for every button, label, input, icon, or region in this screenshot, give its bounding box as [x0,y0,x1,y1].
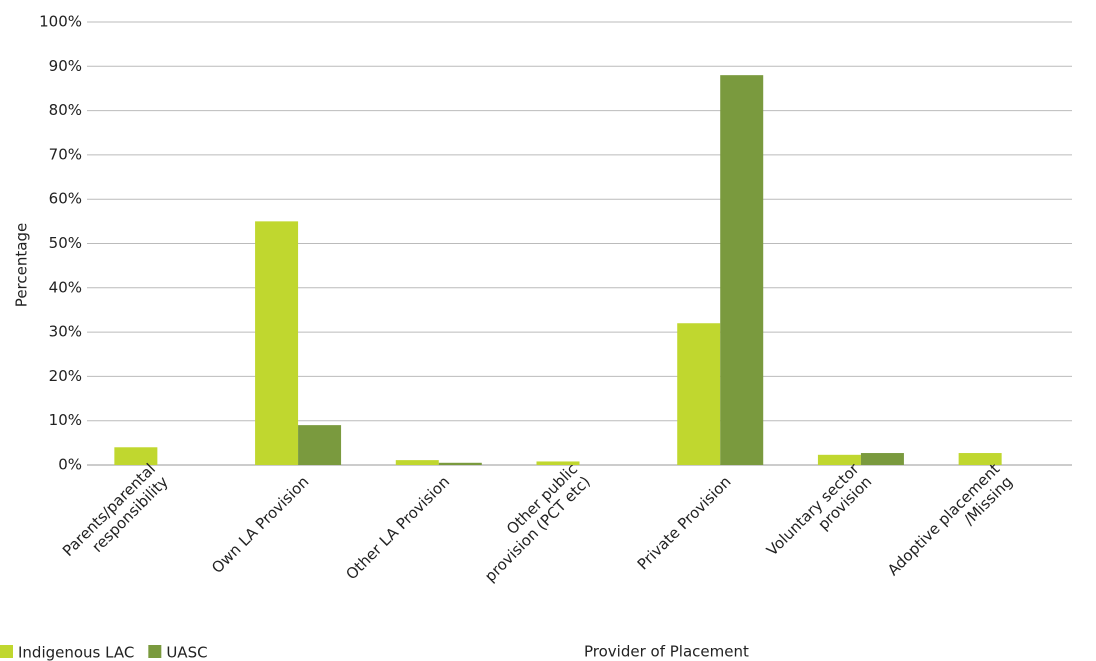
y-tick-label: 0% [58,456,82,474]
y-tick-label: 30% [49,323,82,341]
bar [114,447,158,465]
y-tick-label: 20% [49,367,82,385]
bar [536,461,580,465]
bar [438,462,482,465]
x-tick-label: Own LA Provision [208,472,312,576]
bar [677,323,721,465]
bar [860,453,904,465]
x-tick-label: Voluntary sectorprovision [763,459,876,572]
legend-swatch [0,645,13,658]
legend-swatch [148,645,162,658]
x-tick-label: Parents/parentalresponsibility [59,459,172,572]
y-tick-label: 80% [49,101,82,119]
y-tick-label: 90% [49,57,82,75]
bar [958,453,1002,465]
x-tick-label: Other LA Provision [342,472,453,583]
x-tick-label: Other publicprovision (PCT etc) [468,460,594,586]
y-axis-title: Percentage [13,223,31,307]
bar [817,454,861,465]
y-tick-label: 40% [49,278,82,296]
x-tick-label-line: Other LA Provision [342,472,453,583]
bar [255,221,299,465]
bar [395,460,439,465]
bar [298,425,342,465]
y-tick-label: 60% [49,190,82,208]
y-tick-label: 70% [49,145,82,163]
legend-label: Indigenous LAC [18,644,134,661]
bar [720,75,764,465]
x-tick-label: Private Provision [633,472,734,573]
x-tick-label: Adoptive placement/Missing [884,459,1016,591]
x-axis-title: Provider of Placement [584,643,749,661]
x-tick-label-line: Adoptive placement [884,459,1003,578]
x-tick-label-line: Own LA Provision [208,472,312,576]
x-tick-label-line: Private Provision [633,472,734,573]
y-tick-label: 10% [49,411,82,429]
y-tick-label: 100% [39,13,82,31]
legend-label: UASC [166,644,207,661]
y-tick-label: 50% [49,234,82,252]
